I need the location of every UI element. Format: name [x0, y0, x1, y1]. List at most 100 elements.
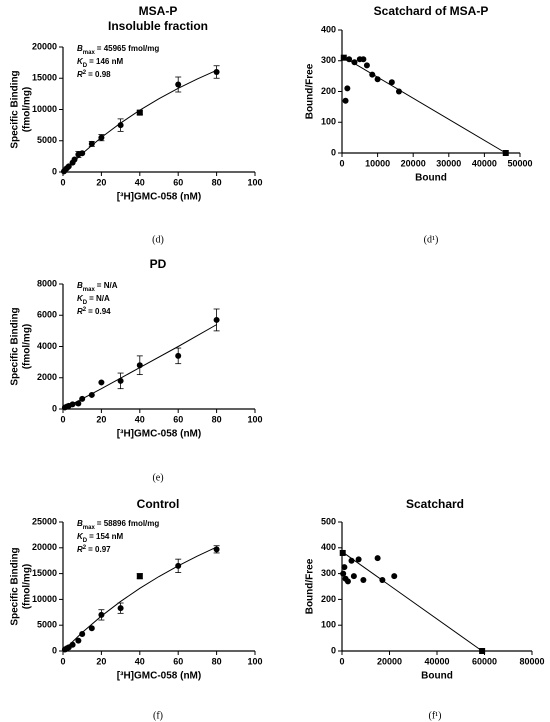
x-tick-label: 60000: [472, 656, 497, 666]
annotation-text: = 58896 fmol/mg: [97, 519, 160, 528]
x-tick-label: 30000: [436, 158, 461, 168]
annotation-text: = N/A: [89, 294, 110, 303]
annotation: Bmax = 45965 fmol/mg: [77, 44, 159, 55]
fit-curve: [62, 546, 217, 652]
data-point: [88, 140, 95, 147]
x-tick-label: 40: [135, 177, 145, 187]
annotation-subscript: D: [83, 538, 88, 544]
data-point: [369, 71, 376, 78]
chart-title: Insoluble fraction: [108, 19, 208, 33]
y-axis-label: Specific Binding: [10, 70, 21, 148]
data-point: [479, 648, 486, 654]
x-tick-label: 0: [339, 656, 344, 666]
annotation: KD = 154 nM: [77, 532, 123, 543]
x-axis-label: Bound: [415, 173, 447, 184]
x-tick-label: 20000: [401, 158, 426, 168]
data-point: [502, 150, 509, 156]
data-point: [98, 379, 105, 386]
y-axis-label: (fmol/mg): [22, 564, 33, 610]
x-tick-label: 60: [173, 656, 183, 666]
y-tick-label: 0: [52, 403, 57, 413]
fit-curve: [341, 551, 483, 652]
data-point: [388, 79, 395, 86]
x-axis-label: [³H]GMC-058 (nM): [117, 671, 201, 682]
data-point: [374, 76, 381, 83]
x-tick-label: 100: [247, 414, 262, 424]
annotation-text: = 146 nM: [89, 57, 123, 66]
annotation: KD = 146 nM: [77, 57, 123, 68]
annotation-subscript: max: [83, 50, 96, 56]
x-tick-label: 40: [135, 656, 145, 666]
y-tick-label: 2000: [37, 372, 57, 382]
y-axis-label: (fmol/mg): [22, 87, 33, 133]
annotation: R2 = 0.98: [77, 70, 111, 80]
y-axis-label: Specific Binding: [10, 307, 21, 385]
data-point: [136, 573, 143, 580]
data-point: [340, 570, 347, 577]
x-tick-label: 60: [173, 414, 183, 424]
annotation-subscript: D: [83, 63, 88, 69]
data-point: [213, 546, 220, 553]
annotation-symbol: K: [77, 57, 84, 66]
x-tick-label: 0: [339, 158, 344, 168]
annotation-text: = 154 nM: [89, 532, 123, 541]
data-point: [65, 163, 72, 170]
data-point: [117, 377, 124, 384]
y-tick-label: 20000: [32, 41, 57, 51]
y-tick-label: 10000: [32, 594, 57, 604]
y-tick-label: 100: [321, 620, 336, 630]
x-tick-label: 40: [135, 414, 145, 424]
data-point: [213, 316, 220, 323]
y-tick-label: 200: [321, 86, 336, 96]
data-point: [379, 577, 386, 584]
x-tick-label: 40000: [424, 656, 449, 666]
data-point: [355, 556, 362, 563]
data-point: [374, 555, 381, 562]
data-point: [340, 54, 347, 61]
x-tick-label: 80000: [519, 656, 544, 666]
y-tick-label: 400: [321, 24, 336, 34]
annotation-symbol: R: [77, 307, 83, 316]
y-tick-label: 20000: [32, 542, 57, 552]
y-tick-label: 5000: [37, 135, 57, 145]
data-point: [69, 401, 76, 408]
annotation-subscript: D: [83, 300, 88, 306]
y-tick-label: 100: [321, 117, 336, 127]
data-point: [98, 611, 105, 618]
x-tick-label: 20: [96, 656, 106, 666]
panel-caption: (e): [152, 472, 163, 483]
annotation-text: = 0.97: [88, 545, 111, 554]
y-tick-label: 0: [52, 166, 57, 176]
data-point: [391, 573, 398, 580]
data-point: [344, 85, 351, 92]
data-point: [88, 625, 95, 632]
data-point: [341, 564, 348, 571]
x-tick-label: 20: [96, 414, 106, 424]
y-axis-label: Bound/Free: [305, 63, 316, 119]
x-tick-label: 0: [60, 414, 65, 424]
chart-title: Scatchard: [406, 497, 464, 511]
annotation-superscript: 2: [83, 70, 87, 76]
data-point: [344, 578, 351, 585]
x-tick-label: 40000: [472, 158, 497, 168]
data-point: [69, 641, 76, 648]
fit-curve: [62, 69, 217, 173]
data-point: [350, 573, 357, 580]
y-tick-label: 300: [321, 55, 336, 65]
data-point: [175, 352, 182, 359]
data-point: [346, 56, 353, 63]
data-point: [136, 109, 143, 116]
chart-title: PD: [150, 257, 167, 271]
data-point: [175, 562, 182, 569]
y-axis-label: Bound/Free: [305, 558, 316, 614]
data-point: [213, 69, 220, 75]
annotation-symbol: B: [77, 519, 83, 528]
data-point: [75, 637, 82, 644]
y-tick-label: 15000: [32, 568, 57, 578]
data-point: [79, 630, 86, 637]
data-point: [75, 400, 82, 407]
data-point: [363, 62, 370, 69]
data-point: [348, 557, 355, 564]
data-point: [98, 134, 105, 141]
